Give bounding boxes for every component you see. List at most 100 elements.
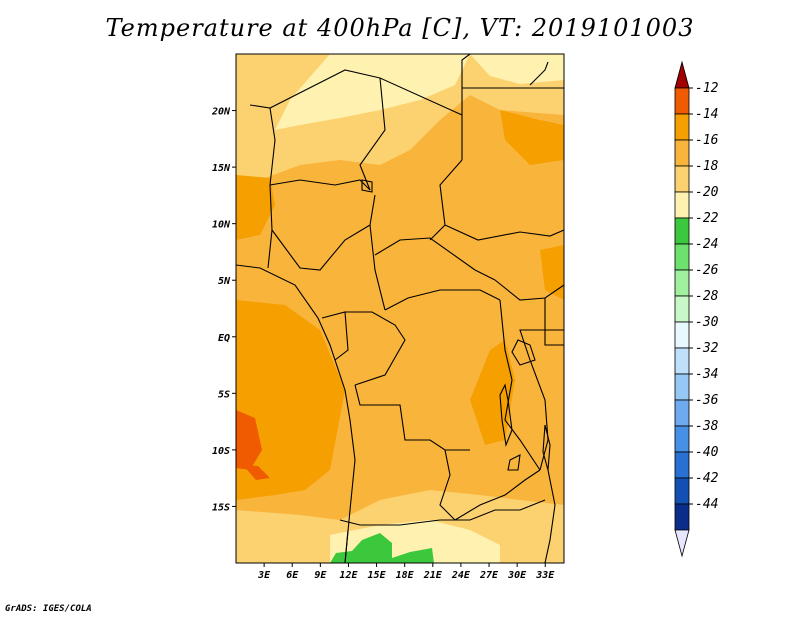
border-namibia-botswana	[445, 499, 546, 521]
colorbar-label: -16	[695, 133, 719, 148]
colorbar-bin	[674, 165, 690, 193]
lake-chad	[361, 179, 373, 193]
colorbar-bin	[674, 347, 690, 375]
colorbar-label: -26	[695, 263, 719, 278]
colorbar-label: -20	[695, 185, 719, 200]
lon-tick-label: 15E	[368, 570, 387, 581]
border-car-drc	[384, 289, 501, 311]
border-car-chad	[374, 237, 496, 281]
region-east-warm	[470, 340, 515, 445]
border-congo-drc	[345, 311, 406, 386]
lon-tick-label: 12E	[339, 570, 358, 581]
border-chad-sudan	[429, 159, 463, 241]
border-mali-niger	[269, 107, 276, 186]
lat-tick-label: 10N	[212, 220, 231, 231]
colorbar-label: -44	[695, 497, 718, 512]
lon-tick-label: 21E	[423, 570, 443, 581]
lat-tick-label: 15N	[212, 163, 231, 174]
lon-tick-label: 6E	[286, 570, 299, 581]
lat-tick-label: 5S	[218, 389, 230, 400]
colorbar-bin	[674, 399, 690, 427]
colorbar-bin	[674, 373, 690, 401]
colorbar-label: -28	[695, 289, 719, 304]
colorbar-bin	[674, 243, 690, 271]
country-borders	[235, 53, 565, 564]
lon-tick-label: 18E	[396, 570, 415, 581]
colorbar-bin	[674, 477, 690, 505]
map-title: Temperature at 400hPa [C], VT: 201910100…	[105, 14, 695, 42]
border-mozambique	[544, 469, 556, 564]
colorbar-bin	[674, 451, 690, 479]
colorbar-label: -14	[695, 107, 718, 122]
border-niger-chad	[359, 77, 386, 191]
region-west-coast	[236, 175, 275, 240]
colorbar-label: -24	[695, 237, 718, 252]
grads-credit: GrADS: IGES/COLA	[5, 604, 92, 614]
colorbar-label: -34	[695, 367, 718, 382]
border-niger-nigeria	[269, 179, 371, 191]
colorbar-bin	[674, 217, 690, 245]
lat-tick-label: EQ	[218, 333, 230, 344]
lake-victoria	[511, 339, 536, 366]
border-zambia-zimbabwe	[454, 469, 541, 521]
border-ssudan-uganda	[494, 279, 565, 301]
lake-tanganyika	[499, 383, 513, 448]
lon-tick-label: 3E	[257, 570, 271, 581]
colorbar-bin	[674, 529, 690, 558]
lake-malawi	[542, 424, 551, 471]
region-hot-spot-2	[243, 465, 270, 480]
colorbar-bin	[674, 139, 690, 167]
lat-tick-label: 10S	[212, 446, 230, 457]
lon-tick-label: 30E	[507, 570, 527, 581]
border-namibia-south	[344, 529, 349, 564]
lon-tick-label: 24E	[451, 570, 471, 581]
colorbar-label: -38	[695, 419, 719, 434]
colorbar-bin	[674, 425, 690, 453]
border-coast-west	[235, 264, 356, 564]
border-tanzania	[519, 329, 564, 471]
region-north-lightest	[275, 54, 470, 130]
colorbar-bin	[674, 191, 690, 219]
colorbar-bin	[674, 503, 690, 531]
border-benin-nigeria	[267, 229, 273, 269]
border-sudan-ssudan	[444, 224, 565, 241]
colorbar-label: -42	[695, 471, 719, 486]
lat-tick-label: 15S	[212, 502, 230, 513]
map-frame	[235, 53, 565, 564]
colorbar-label: -30	[695, 315, 719, 330]
colorbar-label: -22	[695, 211, 719, 226]
border-angola-zambia	[439, 449, 456, 521]
colorbar-label: -18	[695, 159, 719, 174]
region-atlantic-warm	[236, 300, 345, 500]
colorbar-bin	[674, 321, 690, 349]
lon-tick-label: 27E	[479, 570, 499, 581]
colorbar: -12 -14 -16 -18 -20 -22 -24 -26 -28 -30 -32 -34 -36 -…	[674, 60, 719, 558]
colorbar-bin	[674, 60, 690, 89]
colorbar-bin	[674, 87, 690, 115]
border-cameroon-car	[369, 224, 386, 311]
colorbar-bin	[674, 269, 690, 297]
border-kenya-uganda	[544, 298, 564, 346]
border-red-sea	[529, 61, 549, 86]
border-algeria-niger	[249, 69, 381, 109]
lat-tick-label: 5N	[218, 276, 231, 287]
region-ne-lightest	[470, 54, 564, 84]
lat-tick-label: 20N	[211, 107, 231, 118]
colorbar-label: -36	[695, 393, 719, 408]
border-nile-egypt	[461, 53, 471, 88]
region-ne-warm	[500, 110, 564, 165]
lon-tick-label: 33E	[535, 570, 555, 581]
border-gabon-congo	[321, 311, 349, 361]
temperature-field	[236, 54, 564, 563]
region-cold-green	[330, 533, 434, 563]
colorbar-label: -40	[695, 445, 719, 460]
colorbar-label: -32	[695, 341, 719, 356]
map-axes: 20N 15N 10N 5N EQ 5S 10S 15S 3E 6E 9E 12E 15E 18E 21E 2…	[211, 107, 555, 581]
colorbar-bin	[674, 295, 690, 323]
border-libya-chad	[379, 77, 463, 116]
region-hot-spot	[236, 410, 262, 470]
lon-tick-label: 9E	[314, 570, 327, 581]
region-east-warm-2	[540, 245, 564, 300]
lake-kariba	[507, 454, 521, 471]
colorbar-bin	[674, 113, 690, 141]
